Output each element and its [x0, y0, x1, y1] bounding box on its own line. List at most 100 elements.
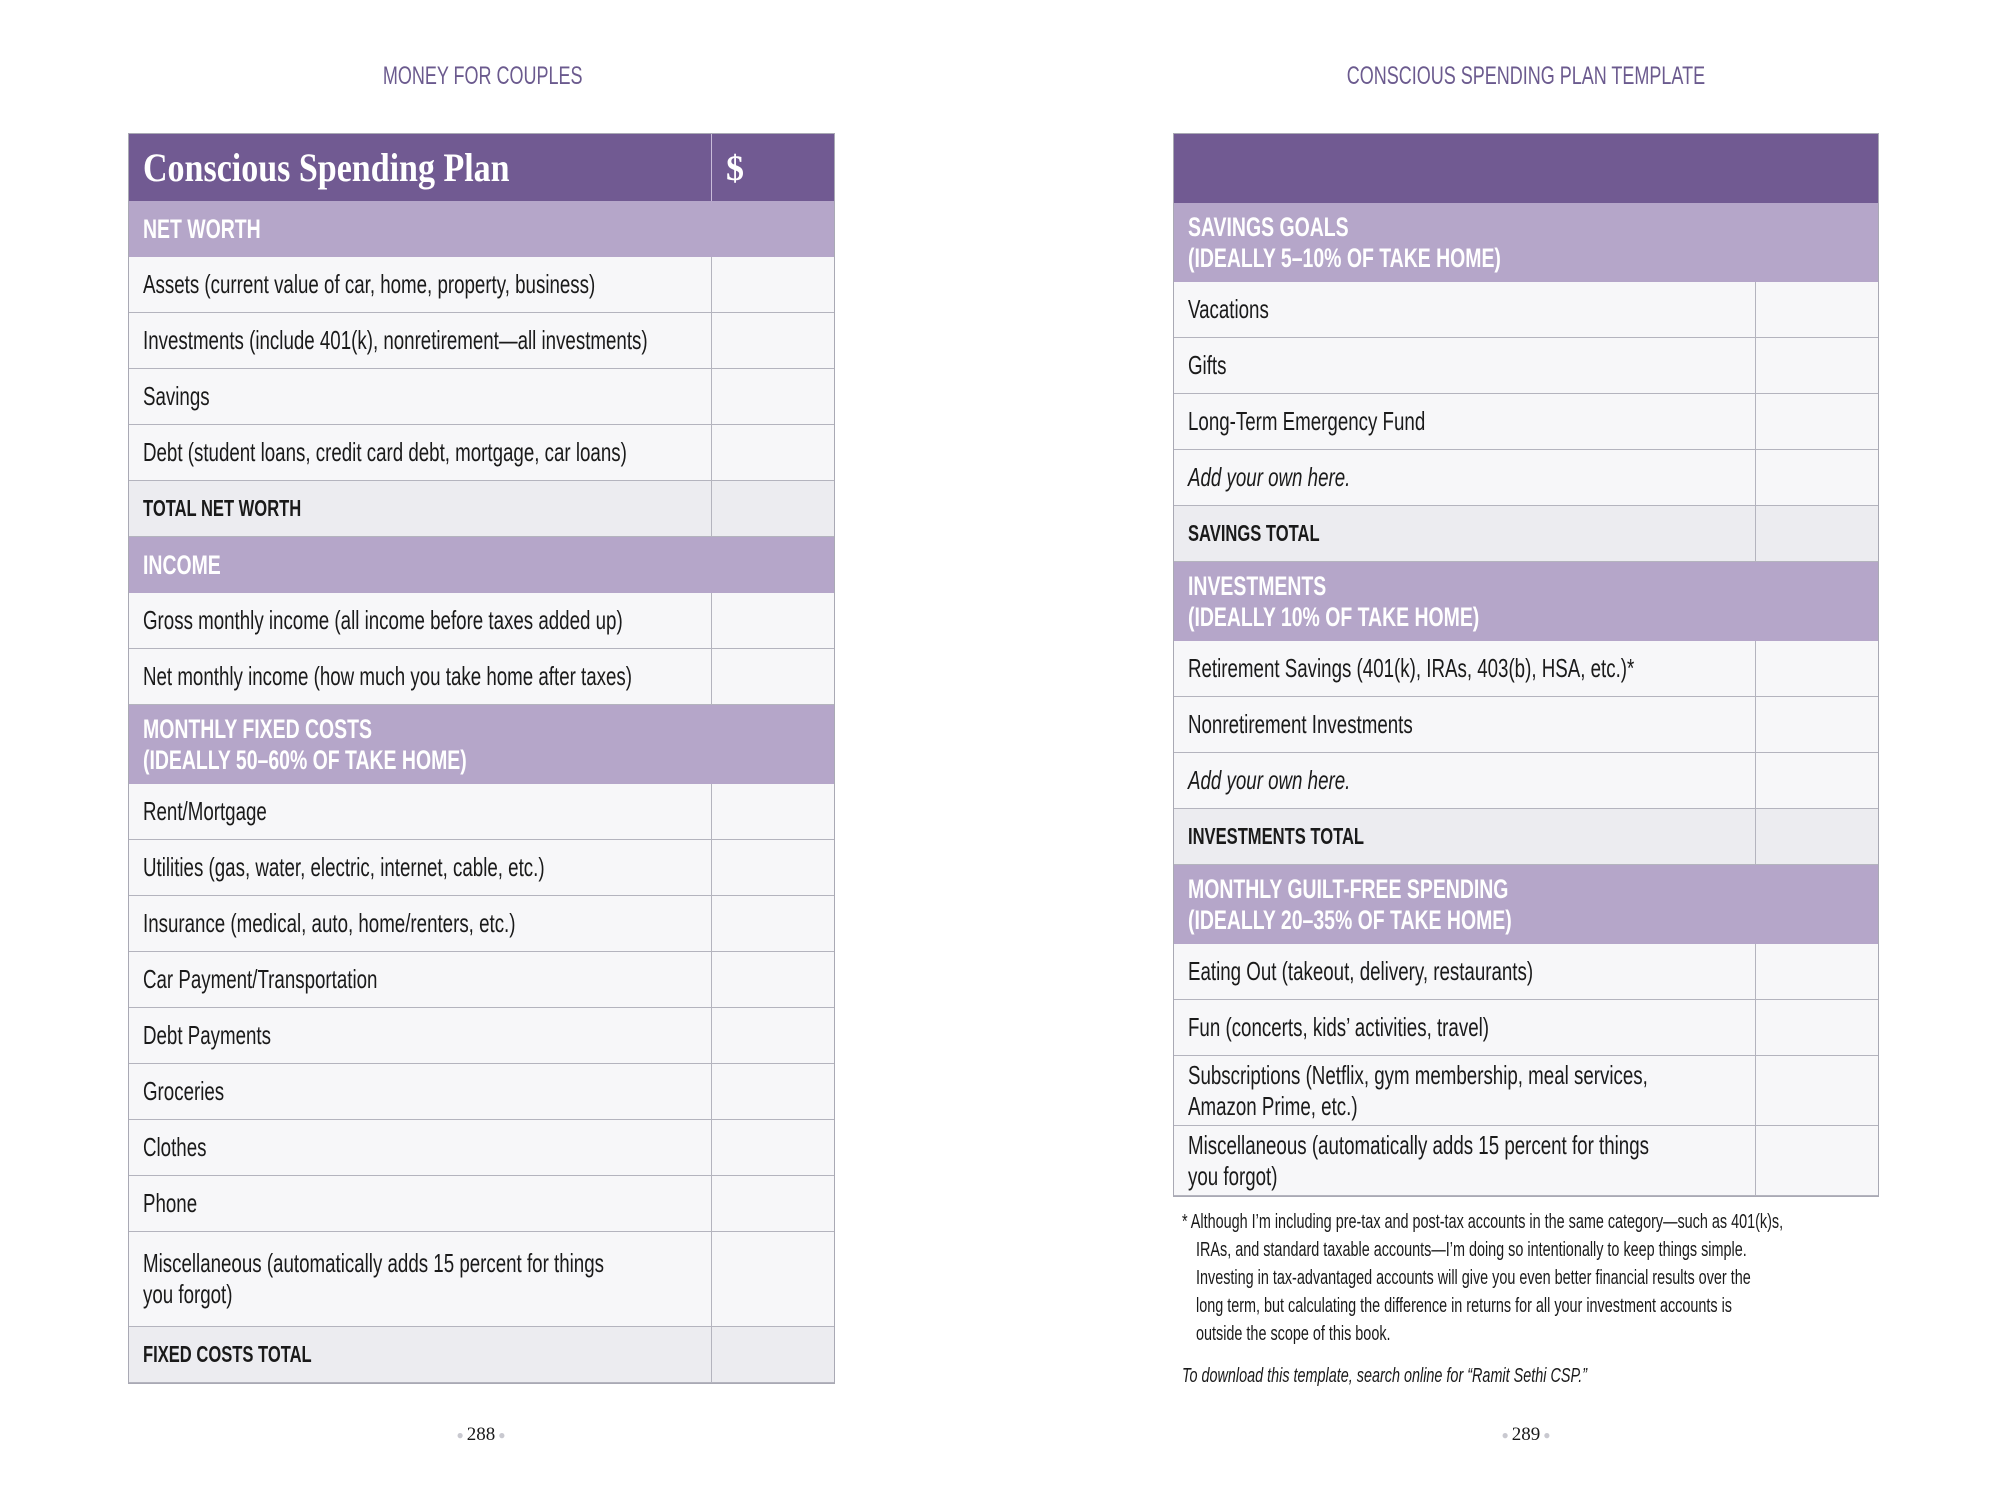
row-label: Miscellaneous (automatically adds 15 per… [1174, 1126, 1756, 1195]
row-label: MONTHLY GUILT-FREE SPENDING (IDEALLY 20–… [1188, 873, 1512, 935]
table-row-insurance-medical-auto-home-renters-etc: Insurance (medical, auto, home/renters, … [129, 896, 834, 952]
amount-input[interactable] [712, 896, 834, 951]
row-label: Retirement Savings (401(k), IRAs, 403(b)… [1174, 641, 1756, 696]
amount-input[interactable] [712, 784, 834, 839]
row-label: Add your own here. [1174, 450, 1756, 505]
row-label: Long-Term Emergency Fund [1174, 394, 1756, 449]
amount-input[interactable] [712, 952, 834, 1007]
table-row-gifts: Gifts [1174, 338, 1878, 394]
table-row-add-your-own-here: Add your own here. [1174, 450, 1878, 506]
amount-input[interactable] [1756, 697, 1878, 752]
download-note: To download this template, search online… [1182, 1365, 1588, 1387]
table-row-add-your-own-here: Add your own here. [1174, 753, 1878, 809]
table-row-debt-payments: Debt Payments [129, 1008, 834, 1064]
left-page-number: ● 288 ● [456, 1424, 506, 1445]
row-label: Vacations [1174, 282, 1756, 337]
amount-input[interactable] [712, 840, 834, 895]
table-row-vacations: Vacations [1174, 282, 1878, 338]
table-row-eating-out-takeout-delivery-restaurants: Eating Out (takeout, delivery, restauran… [1174, 944, 1878, 1000]
amount-input[interactable] [712, 1232, 834, 1326]
footnote-line: IRAs, and standard taxable accounts—I’m … [1196, 1239, 1747, 1261]
footnote-line: outside the scope of this book. [1196, 1323, 1391, 1345]
amount-input[interactable] [1756, 450, 1878, 505]
section-header-income: INCOME [129, 537, 834, 593]
amount-input[interactable] [712, 593, 834, 648]
table-row-long-term-emergency-fund: Long-Term Emergency Fund [1174, 394, 1878, 450]
row-label: SAVINGS TOTAL [1174, 506, 1756, 561]
amount-input[interactable] [712, 257, 834, 312]
total-row-total-net-worth: TOTAL NET WORTH [129, 481, 834, 537]
row-label: Clothes [129, 1120, 712, 1175]
table-title-row: Conscious Spending Plan $ [129, 134, 834, 201]
row-label: Rent/Mortgage [129, 784, 712, 839]
row-label: Gross monthly income (all income before … [129, 593, 712, 648]
row-label: MONTHLY FIXED COSTS (IDEALLY 50–60% OF T… [143, 713, 467, 775]
table-row-subscriptions-netflix-gym-membership-mea: Subscriptions (Netflix, gym membership, … [1174, 1056, 1878, 1126]
amount-input[interactable] [712, 1120, 834, 1175]
table-row-nonretirement-investments: Nonretirement Investments [1174, 697, 1878, 753]
table-row-phone: Phone [129, 1176, 834, 1232]
table-row-assets-current-value-of-car-home-propert: Assets (current value of car, home, prop… [129, 257, 834, 313]
amount-input[interactable] [1756, 809, 1878, 864]
row-label: Fun (concerts, kids’ activities, travel) [1174, 1000, 1756, 1055]
table-row-car-payment-transportation: Car Payment/Transportation [129, 952, 834, 1008]
section-header-investments: INVESTMENTS (IDEALLY 10% OF TAKE HOME) [1174, 562, 1878, 641]
amount-input[interactable] [1756, 506, 1878, 561]
amount-input[interactable] [712, 1064, 834, 1119]
amount-input[interactable] [712, 481, 834, 536]
table-row-net-monthly-income-how-much-you-take-hom: Net monthly income (how much you take ho… [129, 649, 834, 705]
row-label: INVESTMENTS TOTAL [1174, 809, 1756, 864]
amount-input[interactable] [712, 1327, 834, 1382]
table-row-clothes: Clothes [129, 1120, 834, 1176]
row-label: Car Payment/Transportation [129, 952, 712, 1007]
table-row-groceries: Groceries [129, 1064, 834, 1120]
amount-input[interactable] [712, 1176, 834, 1231]
table-title: Conscious Spending Plan [129, 134, 712, 201]
amount-input[interactable] [1756, 641, 1878, 696]
total-row-savings-total: SAVINGS TOTAL [1174, 506, 1878, 562]
right-page-number: ● 289 ● [1501, 1424, 1551, 1445]
amount-input[interactable] [1756, 1000, 1878, 1055]
row-label: Gifts [1174, 338, 1756, 393]
table-row-debt-student-loans-credit-card-debt-mort: Debt (student loans, credit card debt, m… [129, 425, 834, 481]
right-running-head: CONSCIOUS SPENDING PLAN TEMPLATE [1346, 62, 1706, 90]
amount-input[interactable] [1756, 282, 1878, 337]
amount-input[interactable] [712, 369, 834, 424]
row-label: TOTAL NET WORTH [129, 481, 712, 536]
amount-input[interactable] [1756, 944, 1878, 999]
amount-input[interactable] [1756, 338, 1878, 393]
row-label: Groceries [129, 1064, 712, 1119]
left-running-head: MONEY FOR COUPLES [383, 62, 583, 90]
row-label: Miscellaneous (automatically adds 15 per… [129, 1232, 712, 1326]
amount-input[interactable] [712, 313, 834, 368]
total-row-fixed-costs-total: FIXED COSTS TOTAL [129, 1327, 834, 1383]
amount-input[interactable] [712, 425, 834, 480]
table-row-retirement-savings-401-k-iras-403-b-hsa-: Retirement Savings (401(k), IRAs, 403(b)… [1174, 641, 1878, 697]
row-label: Phone [129, 1176, 712, 1231]
amount-input[interactable] [712, 649, 834, 704]
amount-input[interactable] [1756, 753, 1878, 808]
amount-input[interactable] [1756, 1056, 1878, 1125]
footnote: * Although I’m including pre-tax and pos… [1182, 1208, 1882, 1348]
amount-input[interactable] [712, 1008, 834, 1063]
section-header-monthly-fixed-costs: MONTHLY FIXED COSTS (IDEALLY 50–60% OF T… [129, 705, 834, 784]
table-row-miscellaneous-automatically-adds-15-perc: Miscellaneous (automatically adds 15 per… [1174, 1126, 1878, 1196]
row-label: Assets (current value of car, home, prop… [129, 257, 712, 312]
row-label: Subscriptions (Netflix, gym membership, … [1174, 1056, 1756, 1125]
table-row-gross-monthly-income-all-income-before-t: Gross monthly income (all income before … [129, 593, 834, 649]
section-header-savings-goals: SAVINGS GOALS (IDEALLY 5–10% OF TAKE HOM… [1174, 203, 1878, 282]
table-row-savings: Savings [129, 369, 834, 425]
amount-input[interactable] [1756, 1126, 1878, 1195]
row-label: Eating Out (takeout, delivery, restauran… [1174, 944, 1756, 999]
footnote-line: long term, but calculating the differenc… [1196, 1295, 1733, 1317]
amount-input[interactable] [1756, 394, 1878, 449]
table-header-row [1174, 134, 1878, 203]
row-label: Insurance (medical, auto, home/renters, … [129, 896, 712, 951]
table-row-miscellaneous-automatically-adds-15-perc: Miscellaneous (automatically adds 15 per… [129, 1232, 834, 1327]
row-label: Nonretirement Investments [1174, 697, 1756, 752]
row-label: INCOME [143, 549, 221, 580]
section-header-net-worth: NET WORTH [129, 201, 834, 257]
table-row-rent-mortgage: Rent/Mortgage [129, 784, 834, 840]
row-label: INVESTMENTS (IDEALLY 10% OF TAKE HOME) [1188, 570, 1480, 632]
